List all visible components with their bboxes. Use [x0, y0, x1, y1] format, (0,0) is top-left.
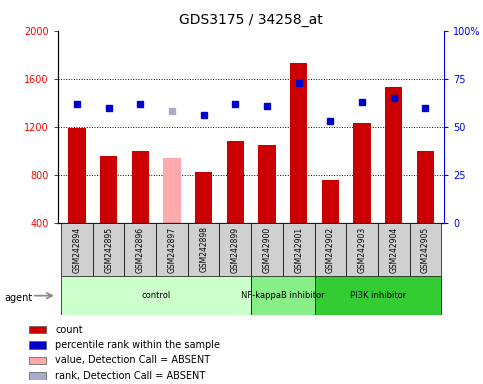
Bar — [353, 123, 371, 223]
Text: value, Detection Call = ABSENT: value, Detection Call = ABSENT — [55, 356, 211, 366]
Text: GSM242903: GSM242903 — [357, 227, 367, 273]
Bar — [100, 156, 117, 223]
Bar — [314, 276, 441, 315]
Bar — [93, 223, 125, 276]
Text: control: control — [142, 291, 171, 300]
Text: GSM242904: GSM242904 — [389, 227, 398, 273]
Text: rank, Detection Call = ABSENT: rank, Detection Call = ABSENT — [55, 371, 205, 381]
Bar — [290, 63, 307, 223]
Bar — [322, 180, 339, 223]
Bar — [68, 128, 85, 223]
Text: count: count — [55, 325, 83, 335]
Text: PI3K inhibitor: PI3K inhibitor — [350, 291, 406, 300]
Text: GSM242896: GSM242896 — [136, 227, 145, 273]
Text: GSM242899: GSM242899 — [231, 227, 240, 273]
Bar — [125, 223, 156, 276]
Bar — [163, 158, 181, 223]
Bar — [61, 276, 251, 315]
Text: agent: agent — [5, 293, 33, 303]
Title: GDS3175 / 34258_at: GDS3175 / 34258_at — [179, 13, 323, 27]
Bar — [156, 223, 188, 276]
Text: GSM242894: GSM242894 — [72, 227, 82, 273]
Bar — [251, 223, 283, 276]
Bar — [410, 223, 441, 276]
Bar — [283, 223, 314, 276]
Bar — [28, 326, 46, 333]
Bar — [258, 145, 276, 223]
Bar — [346, 223, 378, 276]
Bar — [195, 172, 213, 223]
Bar — [385, 87, 402, 223]
Text: GSM242900: GSM242900 — [262, 227, 271, 273]
Bar — [314, 223, 346, 276]
Bar — [61, 223, 93, 276]
Text: GSM242905: GSM242905 — [421, 227, 430, 273]
Text: GSM242898: GSM242898 — [199, 227, 208, 273]
Bar — [188, 223, 219, 276]
Bar — [28, 357, 46, 364]
Text: GSM242895: GSM242895 — [104, 227, 113, 273]
Bar — [227, 141, 244, 223]
Text: NF-kappaB inhibitor: NF-kappaB inhibitor — [241, 291, 325, 300]
Text: GSM242897: GSM242897 — [168, 227, 176, 273]
Bar — [219, 223, 251, 276]
Bar — [378, 223, 410, 276]
Bar — [28, 341, 46, 349]
Text: percentile rank within the sample: percentile rank within the sample — [55, 340, 220, 350]
Text: GSM242901: GSM242901 — [294, 227, 303, 273]
Bar — [131, 151, 149, 223]
Bar — [251, 276, 314, 315]
Bar — [417, 151, 434, 223]
Text: GSM242902: GSM242902 — [326, 227, 335, 273]
Bar — [28, 372, 46, 379]
